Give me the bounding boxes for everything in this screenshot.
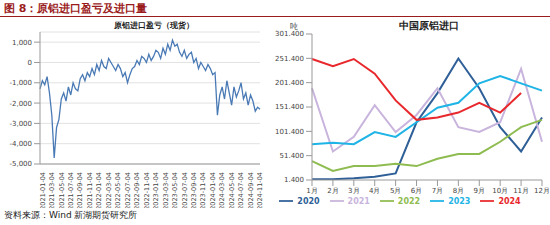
svg-text:7月: 7月 <box>432 187 443 195</box>
svg-text:2024-01-04: 2024-01-04 <box>209 172 217 208</box>
svg-text:2022-11-04: 2022-11-04 <box>143 172 151 208</box>
html-text:2021: 2021 <box>347 196 370 206</box>
svg-text:2021-11-04: 2021-11-04 <box>86 172 94 208</box>
svg-text:0: 0 <box>28 59 32 67</box>
svg-text:2021-09-04: 2021-09-04 <box>76 172 84 208</box>
svg-text:51.400: 51.400 <box>280 152 305 160</box>
svg-text:12月: 12月 <box>534 187 542 195</box>
html-text:2022: 2022 <box>397 196 421 206</box>
svg-text:2024-11-04: 2024-11-04 <box>256 172 264 208</box>
svg-text:6月: 6月 <box>411 187 422 195</box>
svg-text:2021-05-04: 2021-05-04 <box>58 172 66 208</box>
svg-text:-1,000: -1,000 <box>9 79 32 87</box>
svg-text:2022-03-04: 2022-03-04 <box>105 172 113 208</box>
svg-text:2023-05-04: 2023-05-04 <box>171 172 179 208</box>
svg-text:9月: 9月 <box>474 187 485 195</box>
svg-text:2022-09-04: 2022-09-04 <box>133 172 141 208</box>
svg-text:101.400: 101.400 <box>275 128 304 136</box>
svg-text:2021-07-04: 2021-07-04 <box>67 172 75 208</box>
svg-text:8月: 8月 <box>453 187 464 195</box>
svg-text:1,000: 1,000 <box>12 39 32 47</box>
svg-text:-2,000: -2,000 <box>9 100 32 108</box>
svg-text:301.400: 301.400 <box>275 30 304 38</box>
svg-text:2023-09-04: 2023-09-04 <box>190 172 198 208</box>
html-text:2024: 2024 <box>498 196 521 206</box>
svg-text:1.400: 1.400 <box>284 176 304 184</box>
svg-text:4月: 4月 <box>369 187 380 195</box>
html-text:原铝进口盈亏（现货）: 原铝进口盈亏（现货） <box>114 21 194 30</box>
svg-text:1月: 1月 <box>306 187 317 195</box>
html-text:资料来源：Wind 新湖期货研究所: 资料来源：Wind 新湖期货研究所 <box>4 210 138 220</box>
svg-text:2021-03-04: 2021-03-04 <box>48 172 56 208</box>
html-text:2020: 2020 <box>297 196 320 206</box>
svg-text:2024-03-04: 2024-03-04 <box>218 172 226 208</box>
svg-text:10月: 10月 <box>492 187 508 195</box>
svg-text:201.400: 201.400 <box>275 79 304 87</box>
svg-text:-3,000: -3,000 <box>9 120 32 128</box>
svg-text:151.400: 151.400 <box>275 103 304 111</box>
svg-text:2023-11-04: 2023-11-04 <box>199 172 207 208</box>
svg-text:2023-03-04: 2023-03-04 <box>162 172 170 208</box>
svg-text:3月: 3月 <box>348 187 359 195</box>
svg-text:2022-01-04: 2022-01-04 <box>95 172 103 208</box>
svg-text:2023-07-04: 2023-07-04 <box>181 172 189 208</box>
svg-text:2024-07-04: 2024-07-04 <box>237 172 245 208</box>
svg-text:2024-05-04: 2024-05-04 <box>228 172 236 208</box>
svg-text:11月: 11月 <box>513 187 529 195</box>
html-text:2023: 2023 <box>448 196 471 206</box>
svg-text:2023-01-04: 2023-01-04 <box>152 172 160 208</box>
html-text:图 8：原铝进口盈亏及进口量: 图 8：原铝进口盈亏及进口量 <box>4 2 148 15</box>
svg-text:2024-09-04: 2024-09-04 <box>247 172 255 208</box>
svg-text:2021-01-04: 2021-01-04 <box>39 172 47 208</box>
html-text:吨: 吨 <box>290 22 298 31</box>
svg-text:-5,000: -5,000 <box>9 160 32 168</box>
svg-text:2月: 2月 <box>327 187 338 195</box>
svg-text:2022-05-04: 2022-05-04 <box>114 172 122 208</box>
html-text:中国原铝进口: 中国原铝进口 <box>399 20 459 31</box>
svg-text:251.400: 251.400 <box>275 55 304 63</box>
svg-text:2022-07-04: 2022-07-04 <box>124 172 132 208</box>
svg-text:5月: 5月 <box>390 187 401 195</box>
svg-text:-4,000: -4,000 <box>9 140 32 148</box>
